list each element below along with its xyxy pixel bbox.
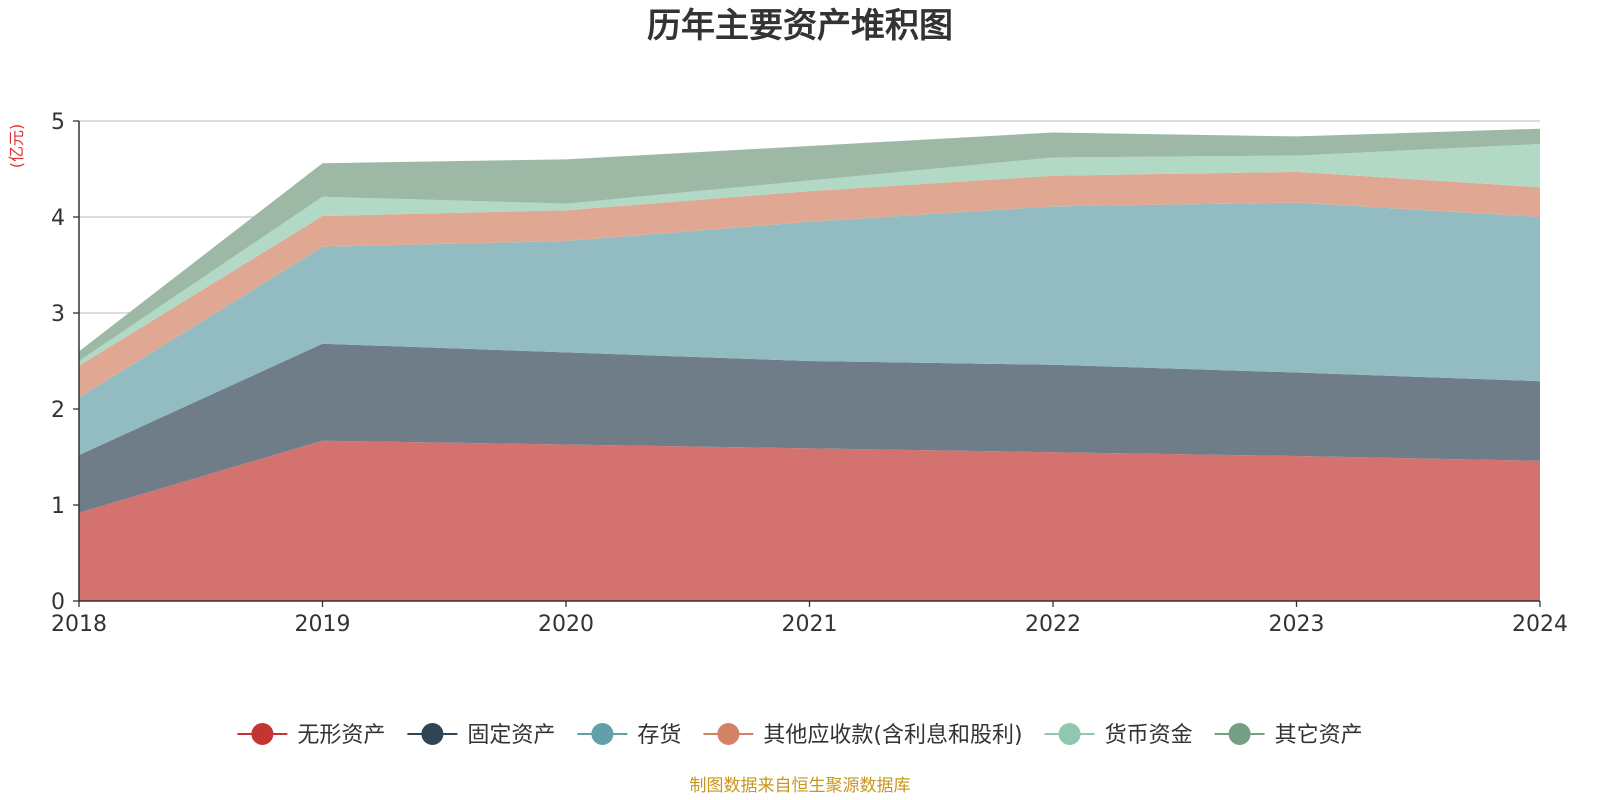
x-tick-label: 2019 <box>295 612 351 637</box>
legend-label: 固定资产 <box>467 723 555 748</box>
area-series-1 <box>79 440 1540 601</box>
y-tick-label: 4 <box>51 206 65 231</box>
y-tick-label: 3 <box>51 302 65 327</box>
legend-label: 货币资金 <box>1105 723 1193 748</box>
x-tick-label: 2020 <box>538 612 594 637</box>
x-tick-label: 2021 <box>782 612 838 637</box>
legend-marker-icon <box>421 723 444 745</box>
area-series-5 <box>79 144 1540 366</box>
y-tick-label: 5 <box>51 110 65 135</box>
area-series-4 <box>79 171 1540 398</box>
legend-marker-icon <box>1228 723 1251 745</box>
area-series-3 <box>79 202 1540 456</box>
chart-title: 历年主要资产堆积图 <box>647 6 953 46</box>
legend-item[interactable]: 固定资产 <box>407 723 555 748</box>
legend[interactable]: 无形资产 固定资产 存货 其他应收款(含利息和股利) 货币资金 其它资产 <box>237 723 1363 748</box>
legend-item[interactable]: 其它资产 <box>1214 723 1363 748</box>
legend-label: 存货 <box>637 723 681 748</box>
legend-item[interactable]: 无形资产 <box>237 723 385 748</box>
legend-marker-icon <box>591 723 614 745</box>
source-note: 制图数据来自恒生聚源数据库 <box>690 776 911 796</box>
legend-marker-icon <box>1058 723 1081 745</box>
legend-marker-icon <box>717 723 740 745</box>
stacked-areas <box>79 128 1540 601</box>
area-series-2 <box>79 343 1540 513</box>
legend-item[interactable]: 存货 <box>577 723 681 748</box>
y-axis-label: (亿元) <box>7 124 26 169</box>
y-tick-label: 1 <box>51 494 65 519</box>
y-tick-label: 2 <box>51 398 65 423</box>
legend-marker-icon <box>251 723 274 745</box>
x-tick-label: 2022 <box>1025 612 1081 637</box>
area-series-6 <box>79 128 1540 361</box>
legend-label: 其它资产 <box>1275 723 1363 748</box>
legend-item[interactable]: 其他应收款(含利息和股利) <box>703 723 1023 748</box>
legend-label: 无形资产 <box>297 723 385 748</box>
y-tick-label: 0 <box>51 590 65 615</box>
x-tick-label: 2018 <box>51 612 107 637</box>
legend-label: 其他应收款(含利息和股利) <box>763 723 1022 748</box>
x-tick-label: 2023 <box>1269 612 1325 637</box>
x-tick-label: 2024 <box>1512 612 1568 637</box>
axes: 0 1 2 3 4 5 2018 2019 2020 2021 2022 2023 2024 <box>51 110 1568 637</box>
legend-item[interactable]: 货币资金 <box>1044 723 1193 748</box>
